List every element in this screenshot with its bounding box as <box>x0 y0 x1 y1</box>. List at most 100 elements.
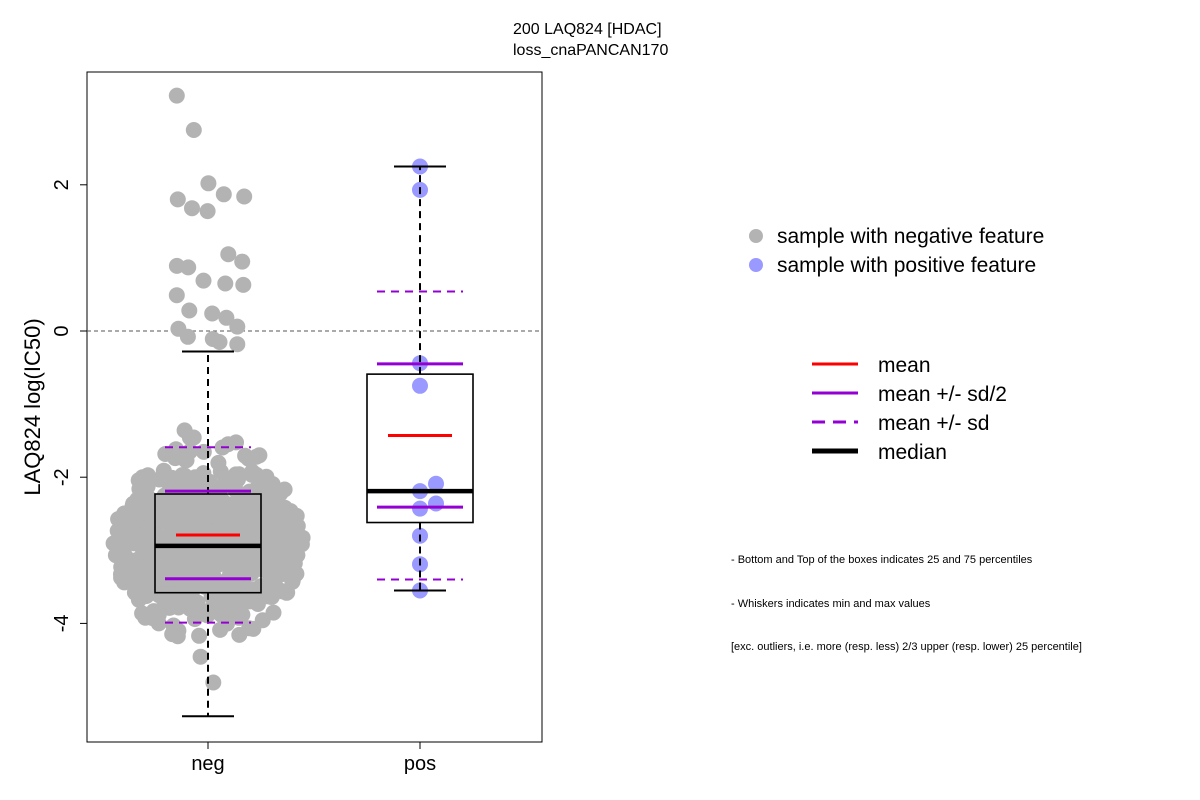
neg-sample-point <box>157 446 174 462</box>
chart-subtitle: loss_cnaPANCAN170 <box>513 42 668 59</box>
chart-title: 200 LAQ824 [HDAC] <box>513 21 662 38</box>
neg-outlier-point <box>215 186 232 203</box>
x-axis: neg pos <box>191 742 436 775</box>
neg-sample-point <box>136 522 153 539</box>
neg-sample-point <box>123 519 140 536</box>
legend-point-label: sample with negative feature <box>777 225 1044 248</box>
note-line: - Whiskers indicates min and max values <box>731 597 931 610</box>
neg-sample-point <box>192 648 209 665</box>
neg-sample-point <box>223 500 240 517</box>
y-axis-label: LAQ824 log(IC50) <box>20 318 45 495</box>
neg-outlier-point <box>181 302 198 319</box>
note-line: - Bottom and Top of the boxes indicates … <box>731 554 1033 566</box>
legend-point-label: sample with positive feature <box>777 254 1036 277</box>
neg-sample-point <box>218 548 235 565</box>
note-line: [exc. outliers, i.e. more (resp. less) 2… <box>731 641 1082 653</box>
iqr-box <box>366 373 474 524</box>
neg-sample-point <box>132 499 149 515</box>
neg-sample-point <box>184 568 201 585</box>
neg-sample-point <box>254 612 271 629</box>
legend-line-label: median <box>878 441 947 464</box>
neg-sample-point <box>206 525 223 542</box>
neg-sample-point <box>203 507 220 524</box>
neg-sample-point <box>257 561 274 577</box>
neg-outlier-point <box>229 318 246 335</box>
neg-outlier-point <box>234 253 251 270</box>
neg-outlier-point <box>184 200 200 217</box>
neg-outlier-point <box>199 203 216 220</box>
neg-sample-point <box>257 507 274 524</box>
neg-outlier-point <box>220 246 237 263</box>
neg-sample-point <box>289 518 306 534</box>
neg-outlier-point <box>179 328 196 345</box>
pos-sample-point <box>412 377 428 394</box>
neg-sample-point <box>228 580 245 597</box>
neg-outlier-point <box>204 305 221 322</box>
neg-sample-point <box>276 481 293 498</box>
neg-sample-point <box>279 563 296 579</box>
neg-sample-point <box>219 475 236 492</box>
neg-sample-point <box>283 544 300 561</box>
neg-outlier-point <box>218 309 235 326</box>
neg-sample-point <box>173 491 190 508</box>
neg-sample-point <box>134 469 151 486</box>
neg-sample-point <box>114 543 131 560</box>
neg-outlier-point <box>168 287 185 304</box>
neg-outlier-point <box>168 87 185 104</box>
legend-lines: mean mean +/- sd/2 mean +/- sd median <box>812 354 1007 464</box>
neg-outlier-point <box>169 191 186 208</box>
neg-sample-point <box>248 448 265 465</box>
notes: - Bottom and Top of the boxes indicates … <box>731 524 1082 669</box>
neg-sample-point <box>174 556 191 572</box>
y-tick-label: 0 <box>51 325 73 336</box>
neg-outlier-point <box>235 276 252 293</box>
neg-outlier-point <box>195 272 212 289</box>
pos-sample-point <box>428 495 444 512</box>
neg-outlier-point <box>200 175 217 192</box>
neg-sample-point <box>157 585 174 602</box>
neg-outlier-point <box>211 334 228 350</box>
neg-sample-point <box>171 445 188 462</box>
neg-sample-point <box>160 503 177 520</box>
neg-sample-point <box>145 603 162 620</box>
neg-sample-point <box>252 471 269 487</box>
neg-outlier-point <box>180 259 197 276</box>
legend-line-label: mean +/- sd <box>878 412 989 435</box>
neg-outlier-point <box>217 275 234 292</box>
plot-frame <box>86 71 543 743</box>
legend-point-marker <box>749 258 763 272</box>
pos-sample-point <box>428 475 444 492</box>
legend-point-marker <box>749 229 763 243</box>
neg-sample-point <box>242 564 259 581</box>
neg-sample-point <box>154 534 171 551</box>
neg-sample-point <box>138 588 155 604</box>
y-axis: -4 -2 0 2 <box>51 179 87 632</box>
legend-points: sample with negative feature sample with … <box>749 225 1044 277</box>
neg-sample-point <box>191 627 208 644</box>
neg-sample-point <box>200 555 217 572</box>
legend-line-label: mean <box>878 354 931 377</box>
neg-outlier-point <box>185 122 202 138</box>
neg-sample-point <box>205 674 222 691</box>
neg-sample-point <box>170 622 187 639</box>
y-tick-label: -2 <box>51 468 73 486</box>
neg-outlier-point <box>229 336 246 353</box>
neg-sample-point <box>191 516 208 533</box>
x-tick-label: neg <box>191 753 224 775</box>
neg-sample-point <box>121 507 138 524</box>
neg-sample-point <box>279 584 296 601</box>
neg-outlier-point <box>236 188 253 205</box>
sample-points <box>105 87 444 691</box>
iqr-box <box>154 493 262 594</box>
neg-sample-point <box>159 556 176 573</box>
neg-sample-point <box>267 518 284 535</box>
neg-sample-point <box>212 621 229 638</box>
neg-sample-point <box>176 467 193 484</box>
neg-sample-point <box>145 509 162 526</box>
neg-sample-point <box>176 422 193 439</box>
neg-sample-point <box>113 569 130 586</box>
neg-sample-point <box>231 626 248 643</box>
neg-sample-point <box>224 601 240 618</box>
neg-sample-point <box>161 475 178 492</box>
legend-line-label: mean +/- sd/2 <box>878 383 1007 406</box>
